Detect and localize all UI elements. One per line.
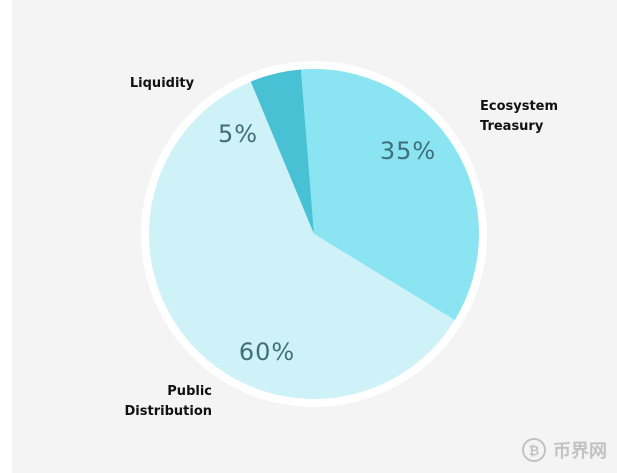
slice-value-label-public: 60% (239, 338, 295, 366)
legend-label-ecosystem-line1: Ecosystem (480, 99, 558, 114)
legend-label-public-line1: Public (167, 384, 212, 399)
svg-text:₿: ₿ (529, 444, 540, 459)
pie-slice-liquidity (250, 69, 314, 234)
bitcoin-icon: ₿ (522, 438, 546, 462)
slice-value-label-ecosystem: 35% (380, 137, 436, 165)
watermark-text: 币界网 (553, 441, 607, 462)
pie-slice-ecosystem-treasury (300, 69, 479, 321)
slice-value-label-liquidity: 5% (218, 120, 258, 148)
pie-slice-public-distribution (148, 81, 455, 399)
watermark: ₿ 币界网 (521, 437, 607, 463)
legend-label-public-line2: Distribution (125, 404, 212, 419)
legend-label-ecosystem-line2: Treasury (480, 119, 544, 134)
legend-label-liquidity: Liquidity (130, 76, 195, 91)
